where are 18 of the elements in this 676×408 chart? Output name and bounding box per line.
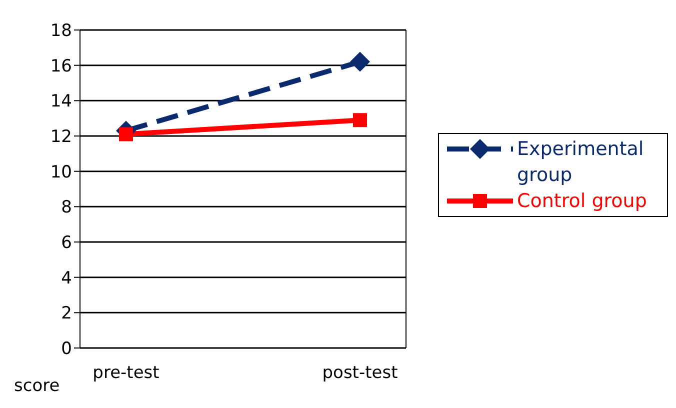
y-tick-label: 6 — [61, 233, 72, 254]
point — [350, 52, 370, 72]
legend-label: Experimental group — [517, 137, 645, 188]
point — [119, 127, 133, 142]
y-tick-label: 4 — [61, 268, 72, 288]
x-tick-label: post-test — [322, 363, 398, 384]
x-tick-label: pre-test — [92, 363, 160, 384]
y-tick-label: 14 — [50, 92, 72, 112]
point — [353, 113, 367, 128]
y-tick-label: 12 — [50, 127, 72, 148]
legend-label: Control group — [517, 189, 648, 214]
y-tick-label: 18 — [50, 21, 72, 42]
y-tick-label: 8 — [61, 198, 72, 218]
y-tick-label: 10 — [50, 162, 72, 182]
y-tick-label: 0 — [61, 339, 72, 360]
y-tick-label: 2 — [61, 304, 72, 324]
y-axis-title: score — [14, 376, 60, 396]
y-tick-label: 16 — [50, 56, 72, 76]
